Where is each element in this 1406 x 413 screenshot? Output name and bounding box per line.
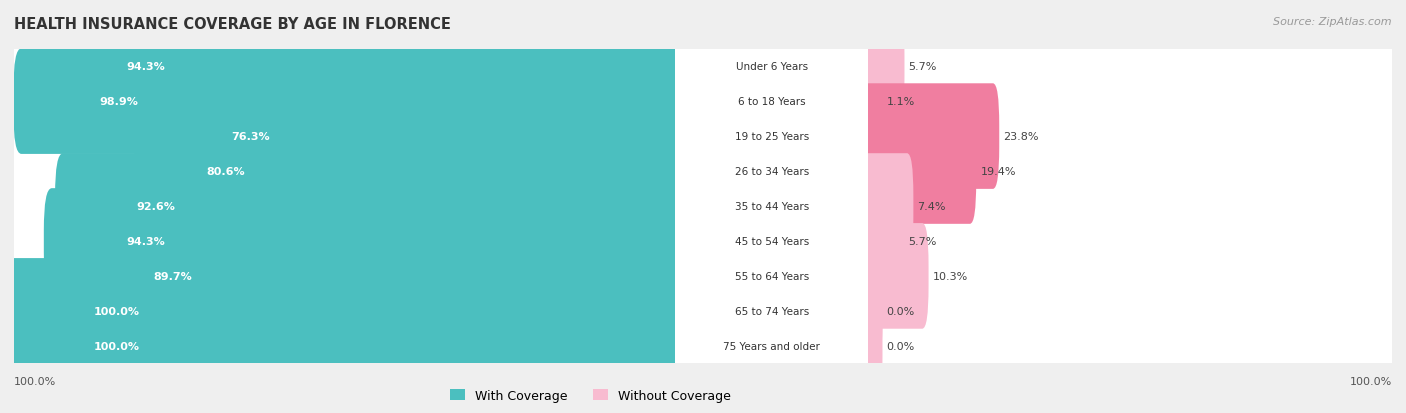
Text: 76.3%: 76.3% [232, 132, 270, 142]
Text: 98.9%: 98.9% [100, 97, 139, 107]
FancyBboxPatch shape [6, 259, 683, 364]
FancyBboxPatch shape [163, 84, 683, 190]
Legend: With Coverage, Without Coverage: With Coverage, Without Coverage [446, 384, 735, 407]
FancyBboxPatch shape [675, 259, 869, 294]
FancyBboxPatch shape [869, 154, 1392, 189]
Text: 7.4%: 7.4% [918, 202, 946, 211]
FancyBboxPatch shape [14, 154, 675, 189]
Text: 75 Years and older: 75 Years and older [724, 341, 820, 351]
Text: 10.3%: 10.3% [932, 271, 967, 281]
Text: 100.0%: 100.0% [14, 376, 56, 386]
Text: 26 to 34 Years: 26 to 34 Years [735, 166, 808, 177]
FancyBboxPatch shape [14, 119, 675, 154]
Text: Source: ZipAtlas.com: Source: ZipAtlas.com [1274, 17, 1392, 26]
FancyBboxPatch shape [862, 84, 1000, 190]
FancyBboxPatch shape [14, 329, 675, 363]
FancyBboxPatch shape [675, 50, 869, 84]
Text: 23.8%: 23.8% [1004, 132, 1039, 142]
Text: 0.0%: 0.0% [887, 341, 915, 351]
FancyBboxPatch shape [135, 119, 683, 224]
Text: 6 to 18 Years: 6 to 18 Years [738, 97, 806, 107]
Text: 5.7%: 5.7% [908, 236, 936, 247]
FancyBboxPatch shape [14, 294, 675, 329]
FancyBboxPatch shape [862, 293, 883, 399]
FancyBboxPatch shape [675, 84, 869, 119]
FancyBboxPatch shape [869, 329, 1392, 363]
FancyBboxPatch shape [44, 14, 683, 120]
Text: 35 to 44 Years: 35 to 44 Years [735, 202, 808, 211]
FancyBboxPatch shape [869, 119, 1392, 154]
Text: 92.6%: 92.6% [136, 202, 176, 211]
Text: 100.0%: 100.0% [93, 306, 139, 316]
FancyBboxPatch shape [75, 223, 683, 329]
FancyBboxPatch shape [55, 154, 683, 259]
Text: 94.3%: 94.3% [127, 236, 166, 247]
FancyBboxPatch shape [6, 293, 683, 399]
FancyBboxPatch shape [869, 189, 1392, 224]
Text: HEALTH INSURANCE COVERAGE BY AGE IN FLORENCE: HEALTH INSURANCE COVERAGE BY AGE IN FLOR… [14, 17, 451, 31]
FancyBboxPatch shape [14, 50, 675, 84]
FancyBboxPatch shape [675, 329, 869, 363]
Text: 100.0%: 100.0% [1350, 376, 1392, 386]
Text: 65 to 74 Years: 65 to 74 Years [735, 306, 808, 316]
FancyBboxPatch shape [14, 224, 675, 259]
FancyBboxPatch shape [675, 294, 869, 329]
FancyBboxPatch shape [14, 189, 675, 224]
FancyBboxPatch shape [862, 49, 880, 154]
Text: 55 to 64 Years: 55 to 64 Years [735, 271, 808, 281]
FancyBboxPatch shape [675, 224, 869, 259]
Text: Under 6 Years: Under 6 Years [735, 62, 808, 72]
Text: 5.7%: 5.7% [908, 62, 936, 72]
Text: 100.0%: 100.0% [93, 341, 139, 351]
FancyBboxPatch shape [675, 154, 869, 189]
FancyBboxPatch shape [862, 223, 928, 329]
FancyBboxPatch shape [862, 189, 904, 294]
Text: 0.0%: 0.0% [887, 306, 915, 316]
FancyBboxPatch shape [675, 189, 869, 224]
Text: 1.1%: 1.1% [887, 97, 915, 107]
FancyBboxPatch shape [44, 189, 683, 294]
FancyBboxPatch shape [862, 154, 914, 259]
Text: 89.7%: 89.7% [153, 271, 193, 281]
FancyBboxPatch shape [869, 84, 1392, 119]
FancyBboxPatch shape [869, 50, 1392, 84]
Text: 80.6%: 80.6% [207, 166, 245, 177]
FancyBboxPatch shape [675, 119, 869, 154]
FancyBboxPatch shape [862, 14, 904, 120]
Text: 45 to 54 Years: 45 to 54 Years [735, 236, 808, 247]
FancyBboxPatch shape [14, 49, 683, 154]
FancyBboxPatch shape [14, 84, 675, 119]
Text: 94.3%: 94.3% [127, 62, 166, 72]
FancyBboxPatch shape [869, 294, 1392, 329]
FancyBboxPatch shape [862, 259, 883, 364]
FancyBboxPatch shape [869, 259, 1392, 294]
FancyBboxPatch shape [14, 259, 675, 294]
FancyBboxPatch shape [869, 224, 1392, 259]
Text: 19.4%: 19.4% [980, 166, 1017, 177]
Text: 19 to 25 Years: 19 to 25 Years [735, 132, 808, 142]
FancyBboxPatch shape [862, 119, 976, 224]
